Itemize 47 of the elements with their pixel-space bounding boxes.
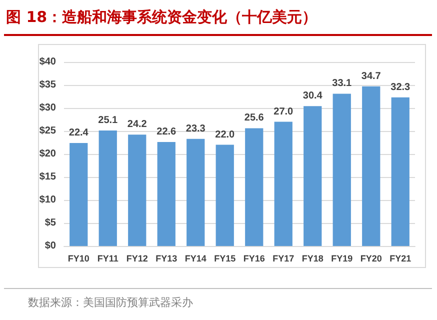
y-tick-label: $40 xyxy=(39,56,56,68)
y-tick-label: $30 xyxy=(39,102,56,114)
y-tick-label: $0 xyxy=(44,240,56,252)
y-tick-label: $10 xyxy=(39,194,56,206)
data-label: 27.0 xyxy=(274,106,294,118)
data-label: 22.0 xyxy=(215,129,236,140)
y-tick-label: $5 xyxy=(44,218,56,228)
data-label: 22.6 xyxy=(156,126,177,138)
x-tick-label: FY21 xyxy=(390,254,412,264)
bar xyxy=(391,97,410,246)
x-tick-label: FY20 xyxy=(360,254,382,264)
data-label: 24.2 xyxy=(127,119,148,130)
chart-title: 图 18：造船和海事系统资金变化（十亿美元） xyxy=(6,8,318,27)
bar xyxy=(98,130,117,246)
x-tick-label: FY14 xyxy=(184,254,206,264)
x-tick-label: FY10 xyxy=(68,254,90,264)
data-label: 25.1 xyxy=(98,115,118,126)
data-label: 23.3 xyxy=(186,123,206,134)
bar xyxy=(157,142,176,246)
bar xyxy=(332,94,351,246)
x-tick-label: FY16 xyxy=(243,254,265,264)
source-note: 数据来源：美国国防预算武器采办 xyxy=(28,295,193,310)
y-tick-label: $25 xyxy=(39,126,56,136)
x-tick-label: FY19 xyxy=(331,254,353,264)
bar xyxy=(186,138,205,246)
x-tick-label: FY11 xyxy=(97,254,118,264)
bar xyxy=(128,134,146,246)
x-tick-label: FY15 xyxy=(214,254,236,264)
bar xyxy=(216,144,234,246)
bar xyxy=(304,106,322,246)
bar xyxy=(245,128,264,246)
x-tick-label: FY12 xyxy=(126,254,148,264)
x-tick-label: FY18 xyxy=(302,254,324,264)
x-tick-label: FY13 xyxy=(156,254,178,264)
bar xyxy=(70,142,88,246)
data-label: 25.6 xyxy=(244,112,264,124)
data-label: 22.4 xyxy=(68,127,89,138)
data-label: 34.7 xyxy=(361,70,382,82)
bar xyxy=(362,86,380,246)
y-tick-label: $20 xyxy=(39,148,56,160)
bar xyxy=(274,122,292,246)
data-label: 30.4 xyxy=(302,90,323,102)
y-tick-label: $35 xyxy=(39,80,56,90)
x-tick-label: FY17 xyxy=(272,254,294,264)
data-label: 33.1 xyxy=(332,78,352,90)
y-tick-label: $15 xyxy=(39,172,56,182)
data-label: 32.3 xyxy=(390,82,411,93)
